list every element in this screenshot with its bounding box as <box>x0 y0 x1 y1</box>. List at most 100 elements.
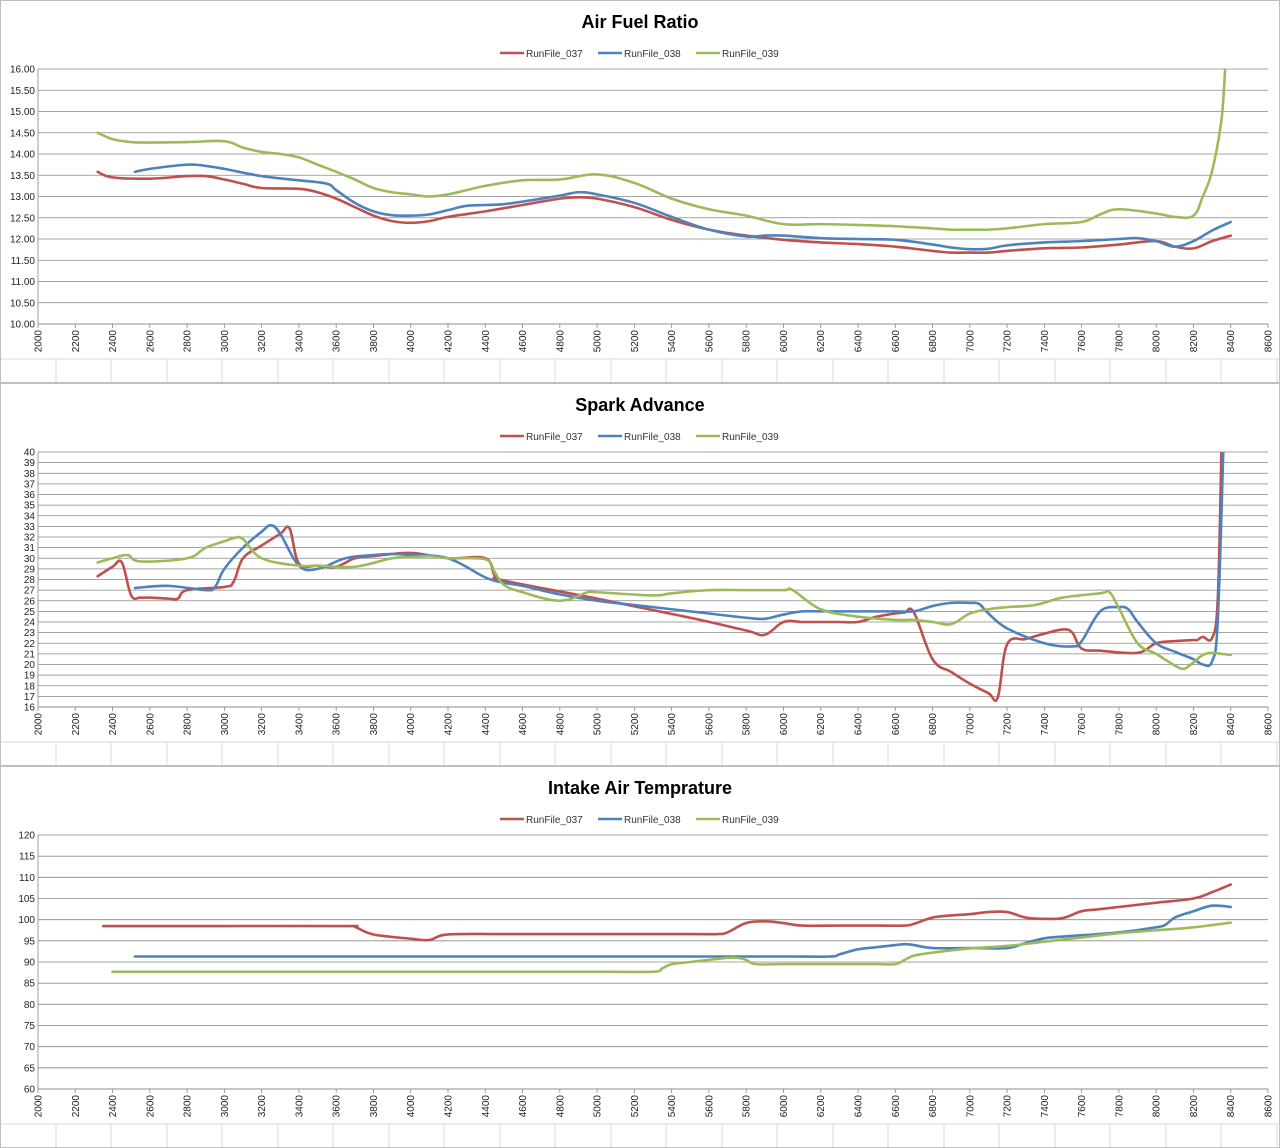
series-line-runfile-038 <box>133 163 1233 251</box>
series-line-runfile-037 <box>96 452 1223 703</box>
y-tick-label: 95 <box>24 936 36 947</box>
x-tick-label: 6000 <box>779 713 790 736</box>
x-tick-label: 5000 <box>593 713 604 736</box>
y-tick-label: 11.00 <box>11 277 36 288</box>
series-line-runfile-037 <box>101 883 1233 942</box>
y-tick-label: 35 <box>24 501 36 512</box>
x-tick-label: 4000 <box>406 330 417 353</box>
x-tick-label: 3200 <box>257 1095 268 1118</box>
x-tick-label: 4800 <box>555 330 566 353</box>
y-tick-label: 100 <box>18 915 35 926</box>
y-tick-label: 120 <box>18 831 35 842</box>
y-tick-label: 27 <box>24 586 36 597</box>
x-tick-label: 8000 <box>1152 330 1163 353</box>
y-tick-label: 36 <box>24 490 36 501</box>
x-tick-label: 6600 <box>891 1095 902 1118</box>
x-tick-label: 6400 <box>854 330 865 353</box>
x-tick-label: 3400 <box>294 1095 305 1118</box>
y-tick-label: 20 <box>24 660 36 671</box>
x-tick-label: 7000 <box>965 713 976 736</box>
x-tick-label: 6400 <box>854 713 865 736</box>
legend-label-runfile-038: RunFile_038 <box>624 49 681 60</box>
x-tick-label: 5200 <box>630 330 641 353</box>
legend: RunFile_037 RunFile_038 RunFile_039 <box>500 432 779 443</box>
legend-label-runfile-039: RunFile_039 <box>722 815 779 826</box>
x-tick-label: 6400 <box>854 1095 865 1118</box>
y-tick-label: 16.00 <box>10 65 35 76</box>
y-tick-label: 26 <box>24 596 36 607</box>
x-tick-label: 8200 <box>1189 713 1200 736</box>
y-tick-label: 28 <box>24 575 36 586</box>
y-tick-label: 90 <box>24 958 36 969</box>
x-tick-label: 2800 <box>183 713 194 736</box>
x-tick-label: 3800 <box>369 713 380 736</box>
y-tick-label: 105 <box>18 894 35 905</box>
legend-label-runfile-037: RunFile_037 <box>526 815 583 826</box>
x-tick-label: 8400 <box>1226 1095 1237 1118</box>
gridlines: 60 65 70 75 80 85 90 95 100 105 110 115 120 <box>18 831 1268 1096</box>
series-line-runfile-038 <box>133 904 1233 958</box>
x-tick-label: 8000 <box>1152 713 1163 736</box>
y-tick-label: 38 <box>24 469 36 480</box>
y-tick-label: 12.00 <box>10 235 35 246</box>
x-tick-label: 5800 <box>742 1095 753 1118</box>
x-tick-label: 4000 <box>406 713 417 736</box>
y-tick-label: 33 <box>24 522 36 533</box>
x-tick-label: 2000 <box>34 713 45 736</box>
y-tick-label: 30 <box>24 554 36 565</box>
x-tick-label: 4600 <box>518 713 529 736</box>
y-tick-label: 31 <box>24 543 36 554</box>
x-tick-label: 3400 <box>294 330 305 353</box>
x-tick-label: 7400 <box>1040 1095 1051 1118</box>
x-ticks: 2000 2200 2400 2600 2800 3000 3200 3400 3600 3800… <box>34 1089 1275 1117</box>
series-line-runfile-037 <box>96 170 1233 255</box>
x-tick-label: 7600 <box>1077 713 1088 736</box>
y-tick-label: 13.00 <box>10 192 35 203</box>
x-tick-label: 3600 <box>332 1095 343 1118</box>
y-tick-label: 80 <box>24 1000 36 1011</box>
series-group <box>101 883 1233 974</box>
y-tick-label: 60 <box>24 1085 36 1096</box>
x-tick-label: 4600 <box>518 1095 529 1118</box>
x-tick-label: 4400 <box>481 713 492 736</box>
y-tick-label: 37 <box>24 479 36 490</box>
x-tick-label: 5000 <box>593 1095 604 1118</box>
x-tick-label: 5200 <box>630 713 641 736</box>
x-tick-label: 3000 <box>220 330 231 353</box>
x-tick-label: 2200 <box>71 713 82 736</box>
y-tick-label: 34 <box>24 511 36 522</box>
x-tick-label: 5400 <box>667 1095 678 1118</box>
series-group <box>96 69 1233 255</box>
x-tick-label: 6600 <box>891 330 902 353</box>
x-tick-label: 2600 <box>145 330 156 353</box>
y-tick-label: 75 <box>24 1021 36 1032</box>
x-tick-label: 2800 <box>183 330 194 353</box>
x-tick-label: 4400 <box>481 330 492 353</box>
x-tick-label: 8600 <box>1264 1095 1275 1118</box>
chart-title: Intake Air Temprature <box>548 778 732 798</box>
x-tick-label: 5000 <box>593 330 604 353</box>
y-tick-label: 29 <box>24 564 36 575</box>
legend-label-runfile-038: RunFile_038 <box>624 815 681 826</box>
x-tick-label: 6200 <box>816 1095 827 1118</box>
chart-title: Air Fuel Ratio <box>581 12 698 32</box>
gridlines: 10.00 10.50 11.00 11.50 12.00 12.50 13.00 13.50… <box>10 65 1268 331</box>
x-tick-label: 3800 <box>369 1095 380 1118</box>
x-tick-label: 3000 <box>220 713 231 736</box>
legend-label-runfile-039: RunFile_039 <box>722 49 779 60</box>
sheet-grid <box>0 1123 1280 1148</box>
y-tick-label: 10.50 <box>10 298 35 309</box>
sheet-grid <box>0 358 1280 383</box>
x-tick-label: 7200 <box>1003 330 1014 353</box>
x-tick-label: 8600 <box>1264 330 1275 353</box>
x-tick-label: 3400 <box>294 713 305 736</box>
y-tick-label: 15.00 <box>10 107 35 118</box>
x-tick-label: 2000 <box>34 1095 45 1118</box>
y-tick-label: 16 <box>24 703 36 714</box>
x-tick-label: 6800 <box>928 330 939 353</box>
x-tick-label: 5600 <box>704 1095 715 1118</box>
x-tick-label: 4200 <box>444 713 455 736</box>
air-fuel-ratio-chart: Air Fuel Ratio RunFile_037 RunFile_038 RunF… <box>0 0 1280 383</box>
y-tick-label: 11.50 <box>11 256 36 267</box>
